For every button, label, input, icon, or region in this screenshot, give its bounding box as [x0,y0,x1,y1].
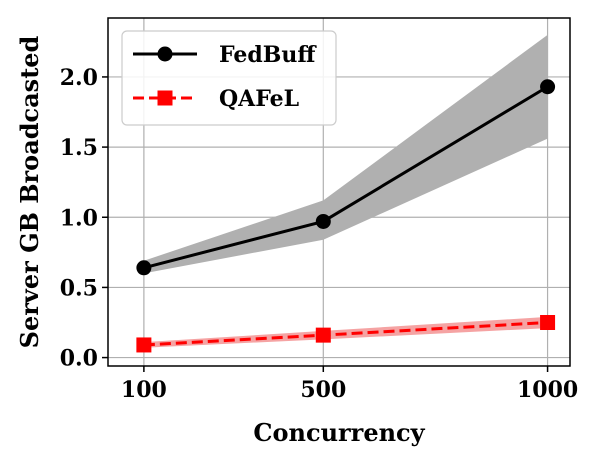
data-point [315,327,331,343]
legend: FedBuff QAFeL [121,30,337,126]
data-point [540,79,556,95]
series-lines [136,79,556,353]
plot-frame [107,17,571,367]
series-band-fedbuff [143,34,548,274]
legend-label: FedBuff [219,42,317,68]
x-axis-label: Concurrency [253,418,425,447]
axis-ticks: 100 500 1000 0.0 0.5 1.0 1.5 2.0 [60,65,578,403]
y-axis-label: Server GB Broadcasted [15,35,44,348]
data-point [315,213,331,229]
y-tick-label: 0.0 [60,346,98,372]
data-point [540,315,556,330]
y-tick-label: 0.5 [60,275,98,301]
y-tick-label: 1.5 [60,135,98,161]
x-tick-label: 100 [121,377,167,403]
legend-marker [157,90,173,106]
y-tick-label: 2.0 [60,65,98,91]
legend-marker [157,46,173,62]
data-point [136,260,152,276]
x-tick-label: 1000 [517,377,578,403]
x-tick-label: 500 [300,377,346,403]
legend-label: QAFeL [219,86,299,112]
y-tick-label: 1.0 [60,205,98,231]
series-band-qafel [143,316,548,348]
data-point [136,337,152,353]
